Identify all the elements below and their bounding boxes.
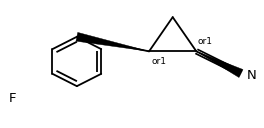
Text: N: N bbox=[247, 69, 256, 82]
Polygon shape bbox=[196, 51, 243, 77]
Polygon shape bbox=[76, 32, 149, 51]
Text: F: F bbox=[9, 92, 16, 105]
Text: or1: or1 bbox=[198, 37, 213, 46]
Text: or1: or1 bbox=[152, 57, 167, 66]
